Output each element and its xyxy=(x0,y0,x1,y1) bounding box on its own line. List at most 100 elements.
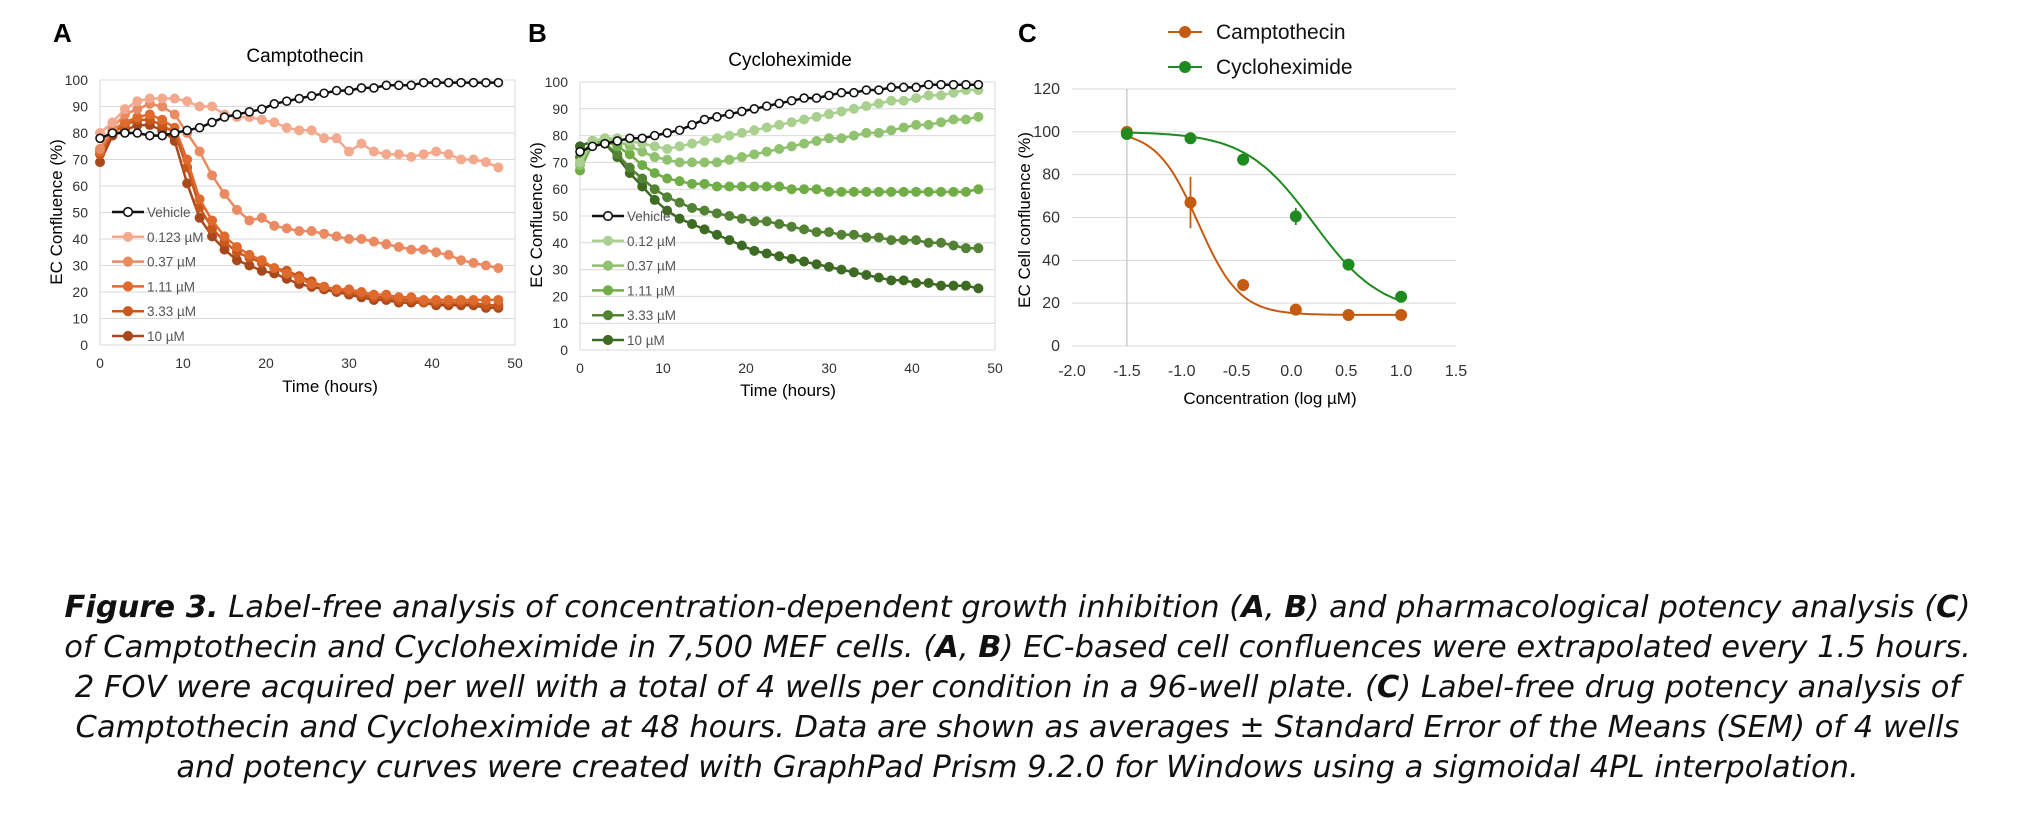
data-point xyxy=(898,82,909,93)
data-point xyxy=(824,227,834,238)
data-point xyxy=(898,235,909,246)
data-point xyxy=(256,212,267,223)
data-point xyxy=(575,146,585,157)
data-point xyxy=(749,104,760,114)
x-tick-label: -1.5 xyxy=(1113,363,1141,380)
x-tick-label: 50 xyxy=(507,355,523,371)
x-tick-label: 10 xyxy=(175,355,191,371)
data-point xyxy=(711,157,722,168)
data-point xyxy=(662,192,673,203)
data-point xyxy=(1237,278,1250,291)
data-point xyxy=(848,229,859,240)
data-point xyxy=(281,122,292,133)
data-point xyxy=(936,117,947,128)
data-point xyxy=(194,101,205,112)
data-point xyxy=(786,141,797,152)
y-tick-label: 50 xyxy=(552,208,568,224)
data-point xyxy=(699,205,710,216)
data-point xyxy=(873,127,884,138)
data-point xyxy=(194,122,205,133)
legend-entry: Cycloheximide xyxy=(1168,56,1353,79)
data-point xyxy=(281,268,292,279)
caption-ref-b: B xyxy=(978,630,1002,665)
y-tick-label: 100 xyxy=(65,72,89,88)
data-point xyxy=(674,141,685,152)
series-1-11-m xyxy=(575,135,984,197)
legend-entry: 3.33 µM xyxy=(592,308,676,323)
y-tick-label: 10 xyxy=(72,311,88,327)
caption-ref-b: B xyxy=(1284,590,1308,625)
data-point xyxy=(269,117,280,128)
y-tick-label: 120 xyxy=(1033,81,1060,98)
data-point xyxy=(381,239,392,250)
legend-label: Cycloheximide xyxy=(1216,56,1353,79)
legend-label: 0.37 µM xyxy=(627,259,676,274)
y-tick-label: 40 xyxy=(552,235,568,251)
data-point xyxy=(256,114,267,125)
x-tick-label: 0 xyxy=(576,360,584,376)
data-point xyxy=(331,85,342,96)
data-point xyxy=(873,98,884,109)
caption-text: ) and pharmacological potency analysis ( xyxy=(1307,590,1937,625)
data-point xyxy=(269,99,280,109)
x-tick-label: 40 xyxy=(904,360,920,376)
data-point xyxy=(712,112,722,122)
data-point xyxy=(674,157,685,168)
x-tick-label: 0.0 xyxy=(1280,363,1302,380)
data-point xyxy=(649,152,660,163)
data-point xyxy=(356,287,367,297)
legend-marker xyxy=(1179,61,1191,73)
data-point xyxy=(493,263,504,274)
data-point xyxy=(207,215,218,226)
data-point xyxy=(1237,153,1250,166)
data-point xyxy=(786,184,797,195)
legend-marker xyxy=(122,281,134,292)
data-point xyxy=(674,125,685,136)
data-point xyxy=(468,257,479,268)
data-point xyxy=(431,146,442,157)
data-point xyxy=(662,144,673,154)
data-point xyxy=(699,114,710,125)
y-axis-label: EC Cell confluence (%) xyxy=(1015,132,1034,308)
data-point xyxy=(724,235,735,246)
legend-entry: 10 µM xyxy=(592,333,665,348)
data-point xyxy=(936,186,947,197)
data-point xyxy=(724,109,735,119)
data-point xyxy=(848,186,859,197)
data-point xyxy=(468,294,479,305)
data-point xyxy=(799,93,809,103)
data-point xyxy=(649,130,660,141)
data-point xyxy=(157,93,168,104)
x-tick-label: 40 xyxy=(424,355,440,371)
data-point xyxy=(923,186,934,197)
data-point xyxy=(1342,308,1355,321)
y-tick-label: 0 xyxy=(560,342,568,358)
y-tick-label: 80 xyxy=(552,128,568,144)
data-point xyxy=(95,133,105,144)
legend-entry: 0.123 µM xyxy=(112,230,204,245)
data-point xyxy=(637,133,648,144)
y-tick-label: 70 xyxy=(552,154,568,170)
panel-b: B Cycloheximide 0 10 20 30 40 50 60 70 80 90 100 0 10 2… xyxy=(527,18,1003,400)
data-point xyxy=(207,117,217,128)
y-tick-label: 50 xyxy=(72,205,88,221)
data-point xyxy=(244,107,255,117)
data-point xyxy=(368,236,379,247)
data-point xyxy=(144,93,155,104)
y-tick-label: 90 xyxy=(552,101,568,117)
data-point xyxy=(699,178,710,189)
data-point xyxy=(687,120,697,130)
data-point xyxy=(848,103,859,114)
y-tick-label: 40 xyxy=(1042,252,1060,269)
data-point xyxy=(749,216,760,227)
data-point xyxy=(811,184,822,195)
data-point xyxy=(948,186,959,197)
data-point xyxy=(393,149,404,160)
data-point xyxy=(406,244,417,255)
data-point xyxy=(393,292,404,303)
x-axis-label: Time (hours) xyxy=(740,381,836,400)
y-tick-label: 90 xyxy=(72,99,88,115)
y-axis-label: EC Confluence (%) xyxy=(47,139,66,285)
data-point xyxy=(182,125,192,136)
data-point xyxy=(306,279,317,290)
